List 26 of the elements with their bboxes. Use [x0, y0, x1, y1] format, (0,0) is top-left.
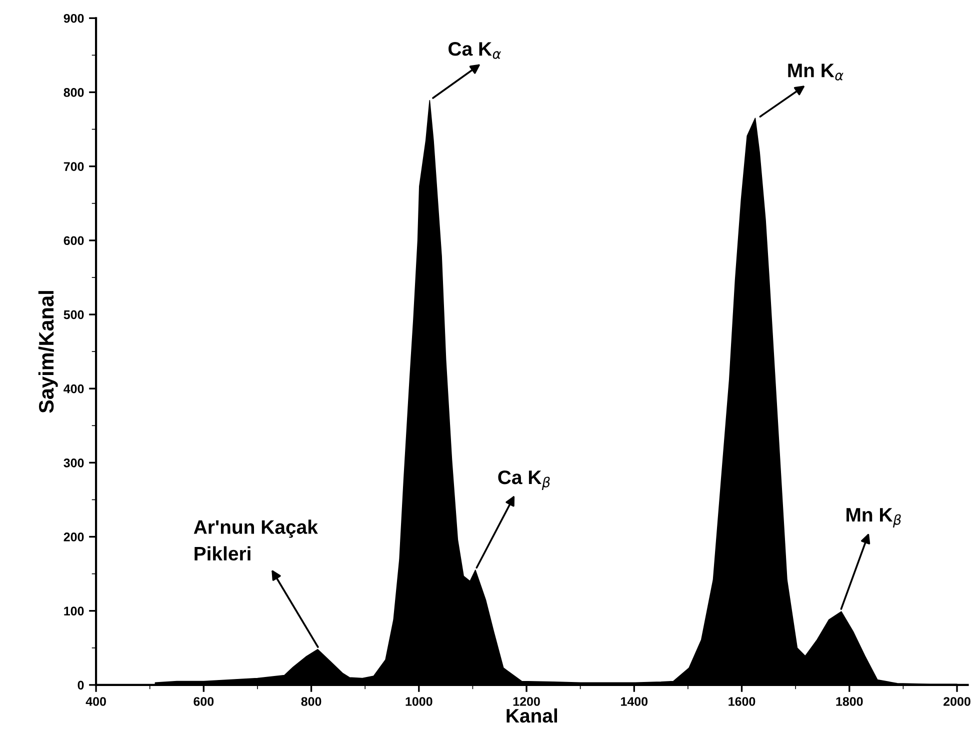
y-axis-title: Sayim/Kanal: [38, 291, 58, 413]
y-tick-label: 0: [78, 680, 84, 690]
x-tick-label: 1600: [728, 697, 756, 706]
x-tick-label: 600: [194, 697, 214, 706]
x-tick-label: 1400: [621, 697, 648, 706]
y-tick-label: 200: [64, 532, 84, 542]
x-tick-label: 400: [86, 697, 106, 706]
annotation: Ca K$_{α}$: [448, 42, 502, 59]
y-tick-label: 700: [64, 162, 84, 171]
y-tick-label: 900: [64, 14, 84, 23]
y-tick-label: 800: [64, 88, 84, 97]
y-tick-label: 100: [64, 606, 84, 616]
x-tick-label: 1200: [513, 697, 540, 706]
x-tick-label: 1800: [836, 697, 863, 706]
annotation: Mn K$_{β}$: [846, 508, 901, 528]
annotation: Mn K$_{α}$: [788, 64, 844, 80]
y-tick-label: 600: [64, 236, 84, 246]
x-tick-label: 1000: [406, 697, 432, 706]
x-tick-label: 2000: [944, 697, 970, 706]
x-tick-label: 800: [301, 697, 322, 706]
annotation: Ar'nun Kaçak Pikleri: [194, 520, 318, 561]
x-axis-title: Kanal: [506, 708, 557, 723]
annotation: Ca K$_{β}$: [498, 470, 550, 490]
y-tick-label: 500: [64, 310, 84, 320]
y-tick-label: 400: [64, 384, 84, 394]
y-tick-label: 300: [64, 458, 84, 468]
